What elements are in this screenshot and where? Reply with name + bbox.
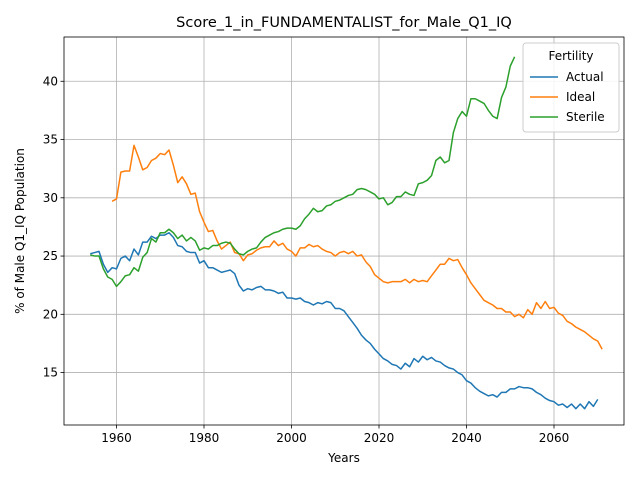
legend-label-sterile: Sterile [566,110,605,124]
y-tick-label: 35 [43,133,58,147]
y-tick-label: 25 [43,249,58,263]
legend-title: Fertility [548,49,593,63]
x-tick-label: 2000 [276,431,307,445]
x-tick-label: 2040 [451,431,482,445]
y-tick-label: 30 [43,191,58,205]
series-line-actual [90,232,599,410]
legend-box [522,42,620,133]
x-tick-label: 1980 [189,431,220,445]
series-group [90,56,603,410]
series-line-sterile [90,56,516,288]
y-tick-label: 15 [43,366,58,380]
legend-label-actual: Actual [566,70,604,84]
plot-frame [63,36,625,426]
x-axis-title: Years [327,451,360,465]
x-tick-label: 2060 [539,431,570,445]
y-tick-label: 40 [43,74,58,88]
chart-title: Score_1_in_FUNDAMENTALIST_for_Male_Q1_IQ [176,15,512,31]
y-axis: 15 20 25 30 35 40 [43,74,64,380]
y-tick-label: 20 [43,307,58,321]
y-axis-title: % of Male Q1_IQ Population [13,148,27,314]
x-tick-label: 2020 [364,431,395,445]
series-line-ideal [111,144,603,350]
legend-items: Actual Ideal Sterile [530,70,605,124]
x-axis: 1960 1980 2000 2020 2040 2060 [101,425,569,445]
x-tick-label: 1960 [101,431,132,445]
legend-label-ideal: Ideal [566,90,595,104]
legend: Fertility Actual Ideal Sterile [522,42,620,133]
